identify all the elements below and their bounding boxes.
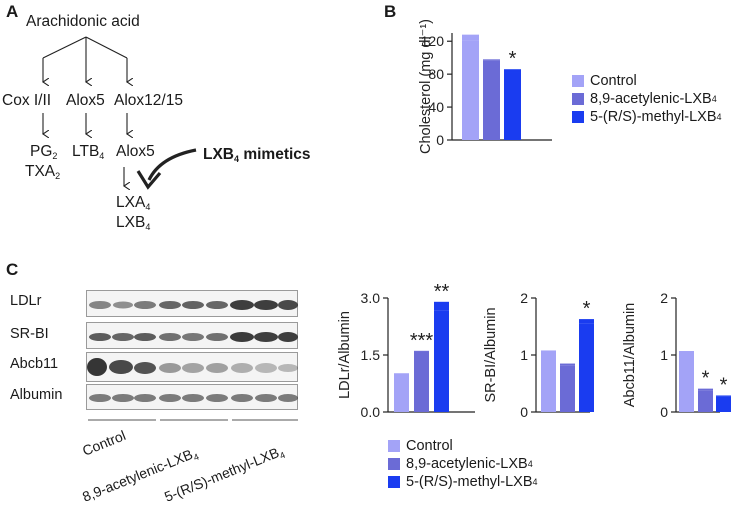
legend-c-swatch-acetylenic xyxy=(388,458,400,470)
error-bar xyxy=(504,69,521,73)
y-tick-label: 2 xyxy=(660,290,668,306)
blot-strip-srbi xyxy=(86,322,298,349)
y-tick-label: 1 xyxy=(660,347,668,363)
legend-c-swatch-control xyxy=(388,440,400,452)
bar xyxy=(579,323,594,412)
legend-c-swatch-methyl xyxy=(388,476,400,488)
branch-alox1215: Alox12/15 xyxy=(114,92,183,109)
final-lxb: LXB4 xyxy=(116,214,151,232)
bar xyxy=(394,374,409,412)
branch-cox: Cox I/II xyxy=(2,92,52,109)
legend-swatch-acetylenic xyxy=(572,93,584,105)
bar xyxy=(414,351,429,412)
blot-label-srbi: SR-BI xyxy=(10,326,49,342)
product-alox5: Alox5 xyxy=(116,143,155,160)
product-pg: PG2 xyxy=(30,143,58,161)
legend-c-item-control: Control xyxy=(388,438,453,454)
legend-swatch-control xyxy=(572,75,584,87)
y-tick-label: 3.0 xyxy=(361,290,381,306)
error-bar xyxy=(716,395,731,397)
significance-label: ** xyxy=(434,281,450,303)
legend-swatch-methyl xyxy=(572,111,584,123)
significance-label: *** xyxy=(410,330,434,352)
product-ltb: LTB4 xyxy=(72,143,105,161)
error-bar xyxy=(560,363,575,366)
error-bar xyxy=(579,319,594,324)
bar xyxy=(462,40,479,140)
panel-label-c: C xyxy=(6,260,19,279)
blot-label-ldlr: LDLr xyxy=(10,293,42,309)
bar xyxy=(541,355,556,412)
y-tick-label: 2 xyxy=(520,290,528,306)
blot-label-albumin: Albumin xyxy=(10,387,63,403)
y-axis-label: SR-BI/Albumin xyxy=(483,307,499,402)
y-axis-label: LDLr/Albumin xyxy=(337,311,353,399)
y-tick-label: 120 xyxy=(421,33,445,49)
product-txa: TXA2 xyxy=(25,163,61,181)
y-tick-label: 1.5 xyxy=(361,347,381,363)
y-tick-label: 40 xyxy=(428,99,444,115)
mimetics-curved-arrow xyxy=(147,148,197,181)
final-lxa: LXA4 xyxy=(116,194,151,212)
bar xyxy=(716,396,731,412)
legend-item-acetylenic: 8,9-acetylenic-LXB 4 xyxy=(572,91,717,107)
mimetics-arrowhead xyxy=(136,170,162,190)
blot-strip-abcb11 xyxy=(86,352,298,382)
y-tick-label: 0 xyxy=(436,132,444,148)
significance-label: * xyxy=(702,368,710,390)
y-axis-label: Cholesterol (mg dl⁻¹) xyxy=(418,19,434,154)
error-bar xyxy=(679,351,694,355)
legend-c-item-acetylenic: 8,9-acetylenic-LXB 4 xyxy=(388,456,533,472)
pathway-root: Arachidonic acid xyxy=(26,13,140,30)
blot-label-abcb11: Abcb11 xyxy=(10,356,59,372)
error-bar xyxy=(483,59,500,61)
bar xyxy=(560,365,575,412)
y-axis-label: Abcb11/Albumin xyxy=(622,303,638,408)
error-bar xyxy=(462,34,479,41)
bar xyxy=(434,310,449,412)
significance-label: * xyxy=(720,374,728,396)
y-tick-label: 0 xyxy=(520,404,528,420)
panel-label-a: A xyxy=(6,2,19,21)
y-tick-label: 80 xyxy=(428,66,444,82)
blot-strip-albumin xyxy=(86,384,298,410)
y-tick-label: 0 xyxy=(660,404,668,420)
branch-alox5: Alox5 xyxy=(66,92,105,109)
error-bar xyxy=(394,373,409,374)
panel-label-b: B xyxy=(384,2,397,21)
error-bar xyxy=(541,350,556,355)
significance-label: * xyxy=(583,298,591,320)
legend-item-control: Control xyxy=(572,73,637,89)
y-tick-label: 0.0 xyxy=(361,404,381,420)
significance-label: * xyxy=(509,48,517,70)
error-bar xyxy=(414,350,429,352)
error-bar xyxy=(698,388,713,391)
legend-c-item-methyl: 5-(R/S)-methyl-LXB 4 xyxy=(388,474,538,490)
bar xyxy=(504,72,521,140)
blot-strip-ldlr xyxy=(86,290,298,317)
error-bar xyxy=(434,301,449,311)
legend-item-methyl: 5-(R/S)-methyl-LXB 4 xyxy=(572,109,722,125)
lxb4-mimetics-label: LXB4 mimetics xyxy=(203,146,311,164)
bar xyxy=(483,60,500,140)
bar xyxy=(698,390,713,412)
bar xyxy=(679,355,694,412)
y-tick-label: 1 xyxy=(520,347,528,363)
